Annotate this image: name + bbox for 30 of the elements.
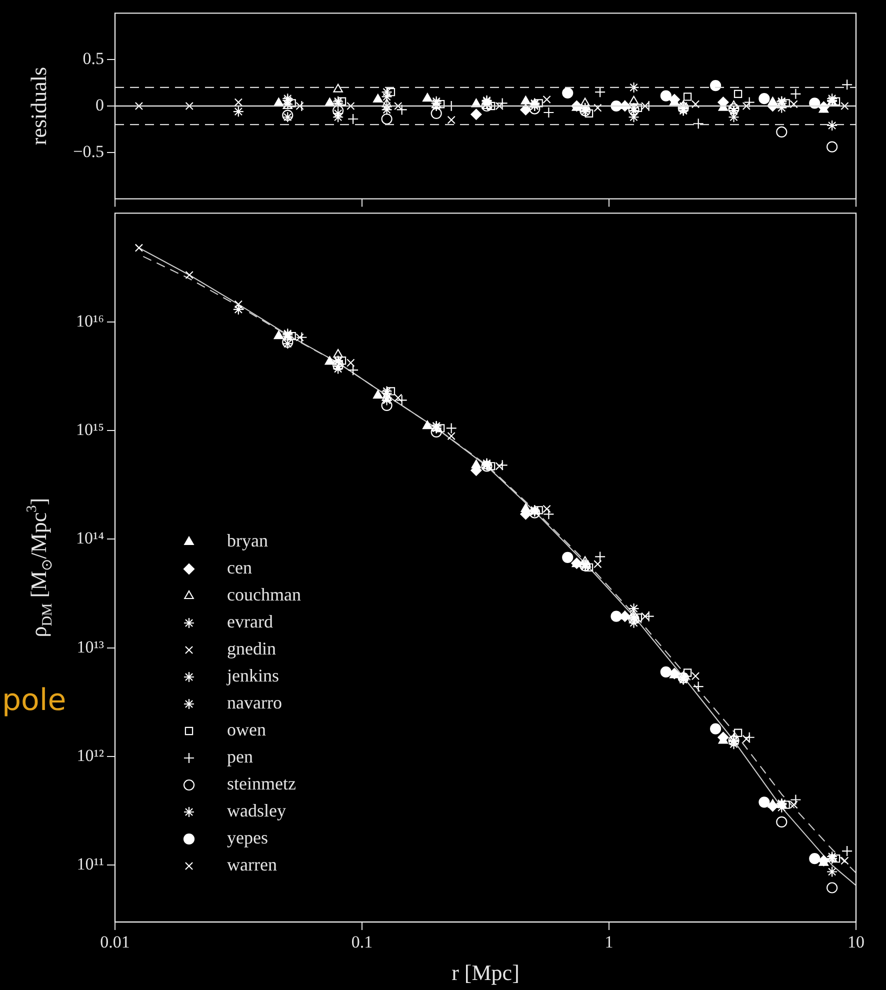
x-tick-label: 0.01 [100, 932, 130, 952]
x-tick-label: 1 [604, 932, 614, 952]
legend-label: navarro [227, 692, 282, 713]
y-tick-label: 10¹⁴ [76, 528, 104, 548]
legend-label: cen [227, 558, 252, 578]
y-tick-label: 10¹⁵ [76, 420, 104, 439]
x-tick-label: 10 [848, 932, 864, 952]
y-tick-label: 10¹⁶ [76, 311, 104, 330]
legend-label: couchman [227, 584, 301, 605]
legend-label: wadsley [227, 800, 286, 821]
legend-label: yepes [227, 828, 268, 848]
x-tick-label: 0.1 [351, 932, 373, 952]
legend-label: owen [227, 720, 266, 740]
legend-label: pen [227, 746, 253, 767]
legend-label: evrard [227, 612, 273, 632]
legend-label: gnedin [227, 638, 276, 659]
y-tick-label: 10¹³ [76, 637, 104, 656]
legend-label: jenkins [226, 666, 279, 686]
y-axis-title: residuals [26, 66, 51, 146]
legend-label: bryan [227, 530, 268, 551]
y-tick-label: 0 [96, 95, 104, 114]
y-tick-label: −0.5 [73, 142, 104, 161]
legend-label: warren [227, 854, 277, 875]
y-tick-label: 10¹¹ [76, 854, 104, 874]
y-tick-label: 0.5 [82, 49, 104, 68]
y-axis-title: ρDM [M⊙/Mpc3] [24, 498, 56, 638]
legend-label: steinmetz [227, 774, 296, 794]
x-axis-title: r [Mpc] [452, 960, 520, 985]
y-tick-label: 10¹² [76, 746, 104, 765]
text: pole [2, 682, 66, 718]
